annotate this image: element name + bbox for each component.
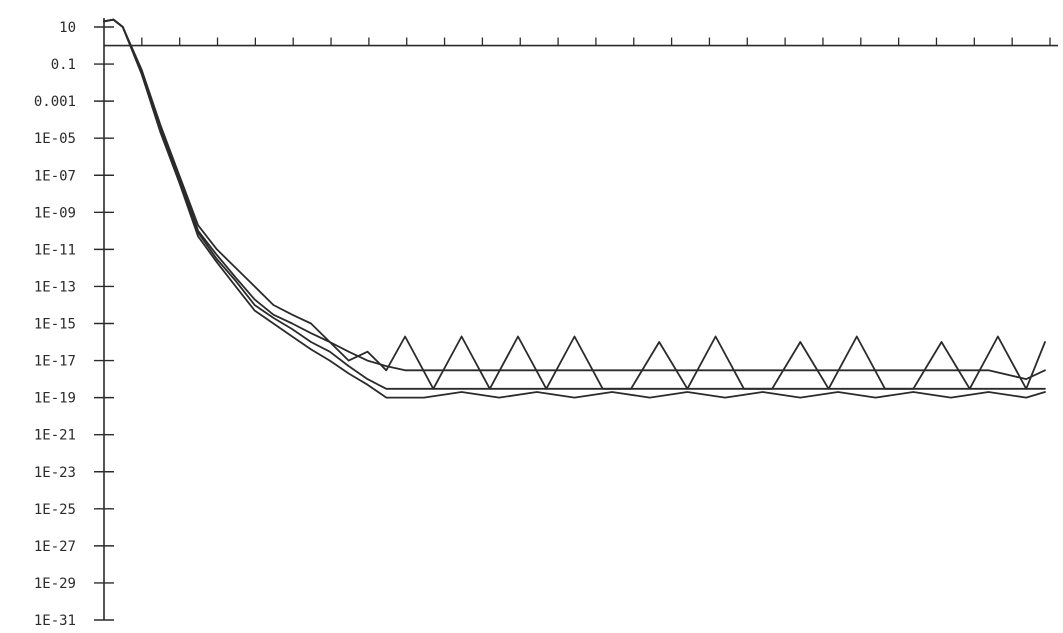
y-tick-label: 1E-29 <box>34 576 76 592</box>
y-tick-label: 0.1 <box>51 57 76 73</box>
y-tick-label: 1E-19 <box>34 391 76 407</box>
y-tick-label: 1E-09 <box>34 205 76 221</box>
series-layer <box>103 18 1046 399</box>
y-tick-label: 1E-27 <box>34 539 76 555</box>
y-tick-label: 1E-23 <box>34 465 76 481</box>
y-tick-label: 1E-17 <box>34 354 76 370</box>
y-tick-label: 1E-15 <box>34 317 76 333</box>
x-axis <box>104 37 1058 47</box>
y-tick-label: 1E-05 <box>34 131 76 147</box>
y-tick-label: 1E-31 <box>34 613 76 629</box>
y-tick-label: 10 <box>59 20 76 36</box>
series-line-1 <box>103 18 1046 390</box>
y-tick-label: 1E-07 <box>34 168 76 184</box>
y-tick-label: 1E-21 <box>34 428 76 444</box>
y-tick-label: 1E-13 <box>34 279 76 295</box>
y-tick-label: 1E-25 <box>34 502 76 518</box>
series-line-3 <box>103 18 1046 390</box>
series-line-4 <box>103 18 1046 399</box>
y-tick-label: 0.001 <box>34 94 76 110</box>
y-tick-label: 1E-11 <box>34 242 76 258</box>
y-axis: 10 0.1 0.001 1E-05 1E-07 1E-09 1E-11 1E-13 1E-15… <box>34 18 114 629</box>
series-line-2 <box>103 18 1046 381</box>
